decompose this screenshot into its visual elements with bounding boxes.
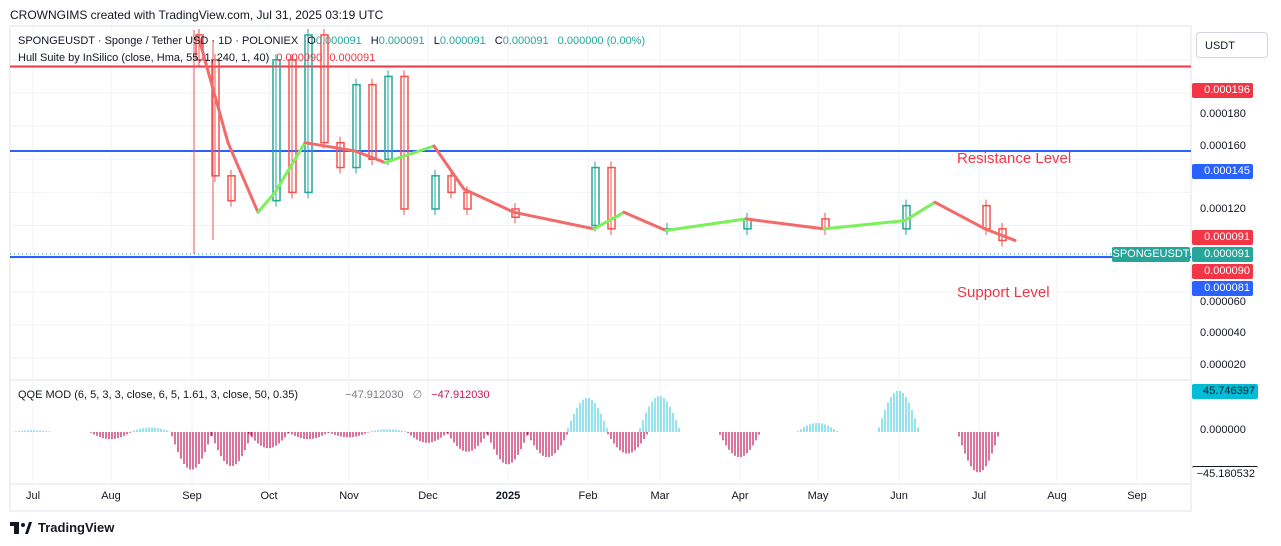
qqe-tick: 0.000000 [1200, 424, 1246, 436]
symbol-title[interactable]: SPONGEUSDT · Sponge / Tether USD · 1D · … [18, 35, 299, 47]
qqe-up-tag: 45.746397 [1192, 384, 1258, 399]
time-axis-label: Apr [731, 490, 749, 502]
footer-brand: TradingView [10, 520, 114, 535]
hull-segment [512, 210, 596, 231]
qqe-value-1: −47.912030 [345, 389, 404, 401]
open-value: 0.000091 [315, 35, 362, 47]
candle-body [320, 34, 329, 144]
support-label: Support Level [957, 284, 1050, 301]
hull-segment [432, 144, 466, 191]
hull-segment [983, 227, 1017, 242]
candle-body [463, 191, 472, 210]
close-value: 0.000091 [502, 35, 549, 47]
close-label: C [494, 35, 503, 47]
hull-segment [196, 33, 230, 145]
indicator-value-2: 0.000091 [329, 52, 376, 64]
time-axis-label: Oct [260, 490, 278, 502]
hull-segment [664, 217, 748, 233]
hull-segment [903, 200, 937, 223]
time-axis-label: Sep [182, 490, 202, 502]
qqe-histogram [12, 390, 999, 473]
candle-body [288, 59, 297, 194]
low-label: L [433, 35, 440, 47]
candle-body [227, 175, 236, 202]
candle-body [304, 34, 313, 194]
candle-body [211, 59, 220, 177]
chart-credit: CROWNGIMS created with TradingView.com, … [10, 8, 384, 22]
candle-body [591, 166, 600, 227]
high-tag: 0.000091 [1192, 230, 1253, 245]
hull-segment [353, 149, 387, 165]
symbol-name-tag: SPONGEUSDT [1112, 247, 1190, 262]
qqe-title[interactable]: QQE MOD (6, 5, 3, 3, close, 6, 5, 1.61, … [18, 389, 299, 401]
time-axis-label: Sep [1127, 490, 1147, 502]
brand-name: TradingView [38, 520, 115, 535]
qqe-value-2: −47.912030 [431, 389, 490, 401]
price-tick: 0.000020 [1200, 359, 1246, 371]
qqe-null-icon: ∅ [412, 389, 423, 401]
hull-segment [273, 141, 307, 194]
symbol-legend: SPONGEUSDT · Sponge / Tether USD · 1D · … [18, 35, 645, 47]
low-value: 0.000091 [439, 35, 486, 47]
candle-body [607, 166, 616, 230]
candle-body [352, 83, 361, 169]
change-value: 0.000000 (0.00%) [557, 35, 646, 47]
hull-segment [592, 210, 626, 231]
red-level-tag: 0.000196 [1192, 83, 1253, 98]
resistance-label: Resistance Level [957, 150, 1072, 167]
time-axis-label: Dec [418, 490, 438, 502]
hull-segment [933, 200, 987, 231]
hull-segment [383, 144, 436, 165]
candle-body [431, 175, 440, 210]
chart-frame [9, 25, 1192, 512]
candle-body [336, 141, 345, 169]
time-axis-label: Jul [971, 490, 987, 502]
symbol-price-tag: 0.000091 [1192, 247, 1253, 262]
time-axis-label: Jul [25, 490, 41, 502]
indicator-title[interactable]: Hull Suite by InSilico (close, Hma, 55, … [18, 52, 270, 64]
price-tick: 0.000160 [1200, 140, 1246, 152]
hull-segment [622, 210, 668, 233]
time-axis-label: Mar [650, 490, 670, 502]
time-axis-label: May [807, 490, 829, 502]
high-label: H [370, 35, 379, 47]
hull-segment [744, 217, 826, 231]
hull-segment [822, 219, 907, 231]
hull-segment [462, 187, 516, 214]
qqe-legend: QQE MOD (6, 5, 3, 3, close, 6, 5, 1.61, … [18, 388, 490, 401]
support-tag: 0.000081 [1192, 281, 1253, 296]
hull-tag: 0.000090 [1192, 264, 1253, 279]
time-axis-label: Jun [890, 490, 908, 502]
open-label: O [307, 35, 316, 47]
currency-button[interactable]: USDT [1196, 32, 1268, 58]
candle-body [384, 75, 393, 161]
candle-body [447, 175, 456, 194]
time-axis-label: 2025 [495, 490, 521, 502]
qqe-down-tag: −45.180532 [1192, 466, 1258, 481]
time-axis-label: Nov [339, 490, 359, 502]
price-tick: 0.000060 [1200, 296, 1246, 308]
time-axis-label: Aug [1047, 490, 1067, 502]
high-value: 0.000091 [378, 35, 425, 47]
time-axis-label: Aug [101, 490, 121, 502]
indicator-value-1: 0.000090 [276, 52, 323, 64]
resistance-tag: 0.000145 [1192, 164, 1253, 179]
hull-segment [303, 141, 357, 153]
candle-body [400, 75, 409, 210]
indicator-legend: Hull Suite by InSilico (close, Hma, 55, … [18, 52, 375, 64]
price-tick: 0.000040 [1200, 327, 1246, 339]
hull-suite-line [196, 33, 1017, 242]
time-axis-label: Feb [578, 490, 598, 502]
candle-body [272, 59, 281, 202]
tradingview-logo-icon [10, 521, 32, 534]
hull-segment [226, 141, 260, 214]
price-tick: 0.000120 [1200, 203, 1246, 215]
price-tick: 0.000180 [1200, 108, 1246, 120]
hull-segment [256, 190, 277, 214]
